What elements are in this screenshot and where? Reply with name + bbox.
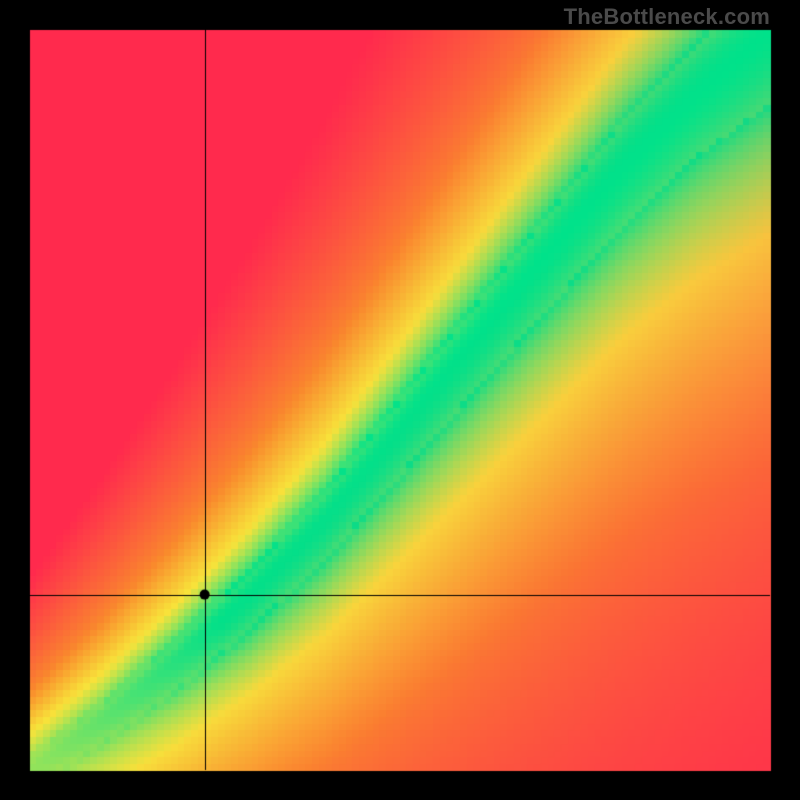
bottleneck-heatmap-canvas [0,0,800,800]
chart-frame: TheBottleneck.com [0,0,800,800]
watermark-text: TheBottleneck.com [564,4,770,30]
